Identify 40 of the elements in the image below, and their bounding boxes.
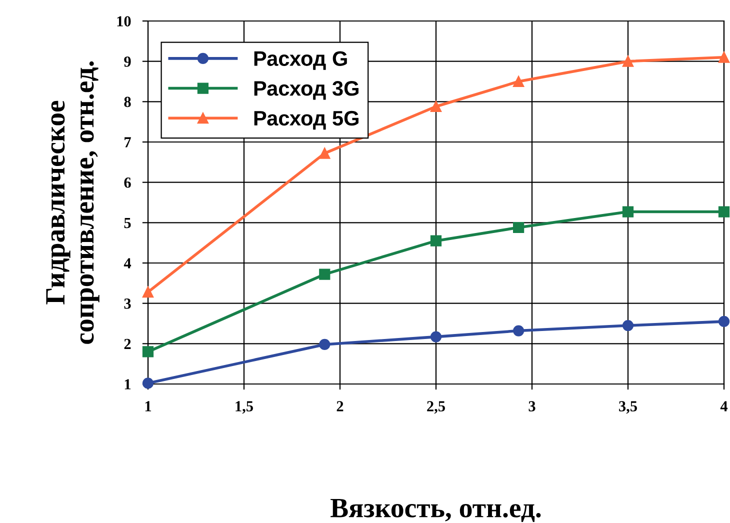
point (430, 235, 442, 246)
point (718, 52, 730, 63)
x-tick-label: 3 (528, 401, 536, 412)
x-tick-label: 2,5 (427, 401, 445, 414)
y-tick-label: 9 (124, 56, 131, 67)
point (430, 100, 442, 112)
point (622, 56, 634, 67)
y-tick-label: 2 (124, 338, 131, 349)
point (142, 346, 154, 358)
x-tick-label: 1 (145, 401, 152, 412)
x-tick-label: 2 (336, 401, 344, 412)
point (513, 222, 524, 234)
x-tick-label: 3,5 (619, 401, 637, 414)
x-tick-label: 1,5 (236, 401, 253, 414)
point (622, 206, 634, 218)
y-tick-label: 8 (124, 96, 131, 108)
y-tick-label: 4 (124, 258, 132, 268)
point (319, 148, 330, 159)
point (513, 325, 524, 336)
y-tick-label: 3 (124, 298, 131, 309)
x-tick-label: 4 (720, 401, 728, 412)
y-tick-label: 6 (124, 178, 131, 188)
legend-label: Расход 3G (254, 81, 358, 100)
y-tick-label: 5 (124, 218, 131, 228)
point (319, 268, 330, 280)
y-tick-label: 10 (117, 16, 131, 26)
point (622, 320, 634, 332)
y-tick-label: 7 (124, 137, 131, 148)
y-axis-title: Гидравлическое сопротивление, отн.ед. (46, 61, 100, 344)
point (718, 206, 730, 218)
x-axis-title: Вязкость, отн.ед. (330, 498, 541, 522)
legend-label: Расход 5G (254, 110, 358, 130)
point (142, 378, 154, 389)
point (513, 76, 524, 88)
y-tick-label: 1 (124, 379, 131, 390)
point (718, 316, 730, 328)
point (142, 286, 154, 298)
point (430, 331, 442, 342)
point (319, 338, 330, 350)
legend-label: Расход G (254, 51, 347, 70)
